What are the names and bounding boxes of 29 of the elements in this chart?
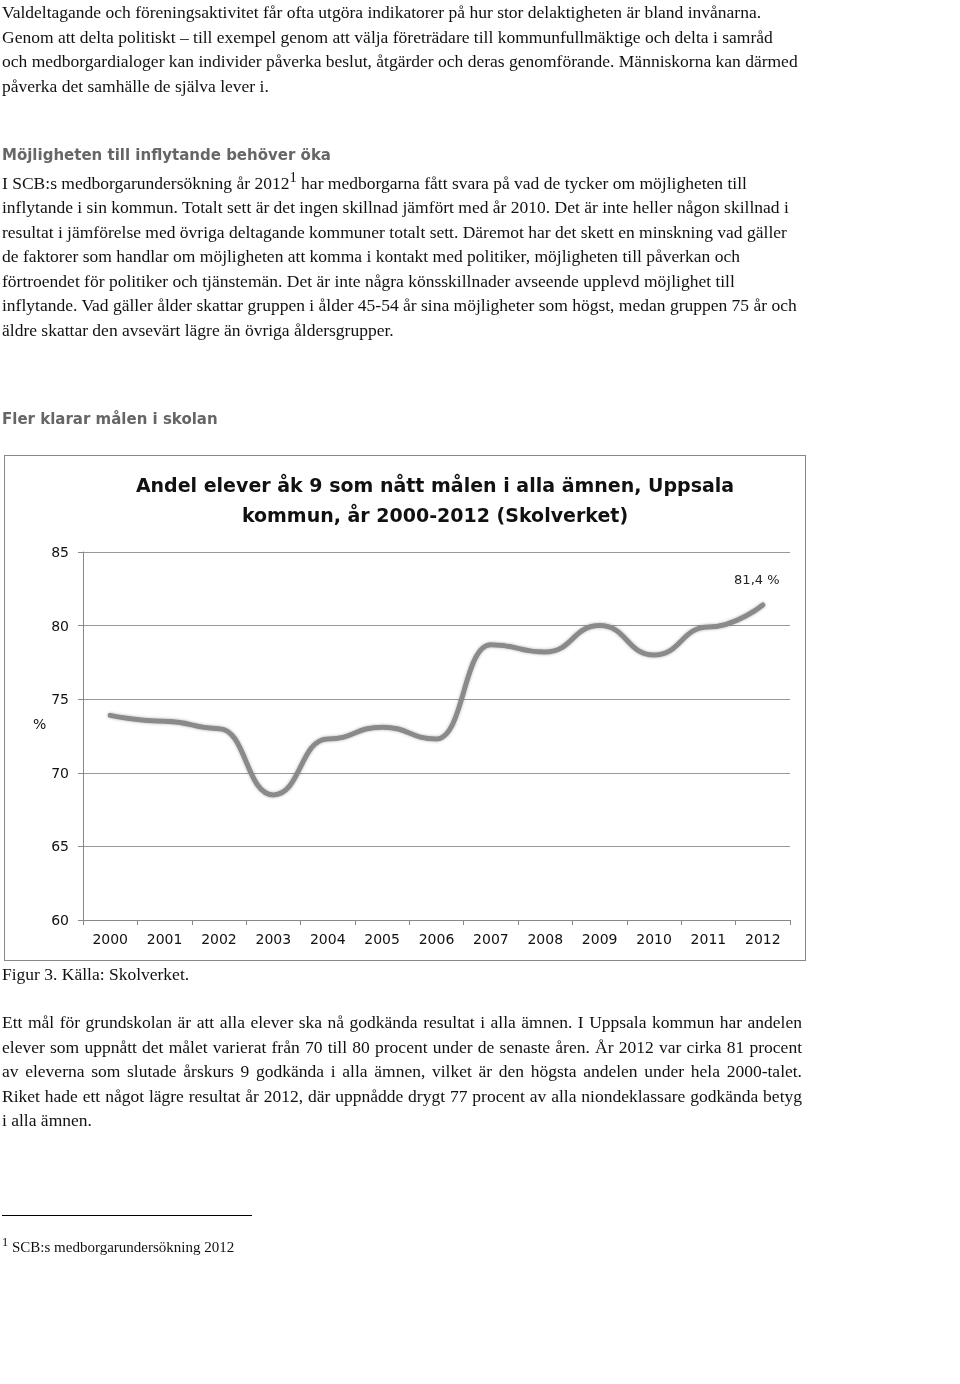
x-tick-label: 2008 <box>527 931 564 947</box>
y-tick-label: 70 <box>51 764 69 781</box>
data-label: 81,4 % <box>734 571 780 587</box>
x-tick-label: 2000 <box>92 931 129 947</box>
x-tick-label: 2009 <box>581 931 618 947</box>
y-tick-label: 75 <box>51 691 69 708</box>
text: $^{1}$ SCB:s medborgarundersökning 2012 <box>2 1215 252 1260</box>
x-tick-label: 2012 <box>744 931 781 947</box>
y-tick-label: 60 <box>51 912 69 928</box>
y-tick-label: 80 <box>51 617 69 634</box>
y-tick-label: 85 <box>51 544 69 560</box>
text: I SCB:s medborgarundersökning år 2012$^{1}$ har medborgarna fått svara på vad de tycker om möjligheten till inflytande i sin kommun. Totalt sett är det ingen skillnad jämfört med år 2010. Det är inte heller någon skillnad i resultat i jämförelse med övriga deltagande kommuner totalt sett. Däremot har det skett en minskning vad gäller de faktorer som handlar om möjligheten att komma i kontakt med politiker, möjligheten till påverkan och förtroendet för politiker och tjänstemän. Det är inte några könsskillnader avseende upplevd möjlighet till inflytande. Vad gäller ålder skattar gruppen i ålder 45-54 år sina möjligheter som högst, medan gruppen 75 år och äldre skattar den avsevärt lägre än övriga åldersgrupper. <box>2 169 797 340</box>
y-axis-title: % <box>33 716 47 732</box>
x-tick-label: 2006 <box>418 931 455 947</box>
x-tick-label: 2002 <box>201 931 237 947</box>
x-tick-label: 2003 <box>255 931 292 947</box>
text: Valdeltagande och föreningsaktivitet får ofta utgöra indikatorer på hur stor delaktigheten är bland invånarna. Genom att delta politiskt – till exempel genom att välja företrädare till kommunfullmäktige och delta i samråd och medborgardialoger kan individer påverka beslut, åtgärder och deras genomförande. Människorna kan därmed påverka det samhälle de själva lever i. <box>2 1 799 98</box>
y-tick-label: 65 <box>51 838 69 855</box>
text: Ett mål för grundskolan är att alla elever ska nå godkända resultat i alla ämnen. I Uppsala kommun har andelen elever som uppnått det målet varierat från 70 till 80 procent under de senaste åren. År 2012 var cirka 81 procent av eleverna som slutade årskurs 9 godkända i alla ämnen, vilket är den högsta andelen under hela 2000-talet. Riket hade ett något lägre resultat år 2012, där uppnådde drygt 77 procent av alla niondeklassare godkända betyg i alla ämnen. <box>2 1011 802 1132</box>
text: Fler klarar målen i skolan <box>2 409 219 430</box>
text: Möjligheten till inflytande behöver öka <box>2 145 332 166</box>
text: Figur 3. Källa: Skolverket. <box>2 963 191 986</box>
chart-title: Andel elever åk 9 som nått målen i alla ämnen, Uppsala kommun, år 2000-2012 (Skolverket) <box>134 473 736 528</box>
x-tick-label: 2001 <box>146 931 183 947</box>
x-tick-label: 2004 <box>309 931 346 947</box>
x-tick-label: 2010 <box>636 931 672 947</box>
x-tick-label: 2011 <box>690 931 727 947</box>
x-tick-label: 2007 <box>473 931 509 947</box>
x-tick-label: 2005 <box>364 931 400 947</box>
